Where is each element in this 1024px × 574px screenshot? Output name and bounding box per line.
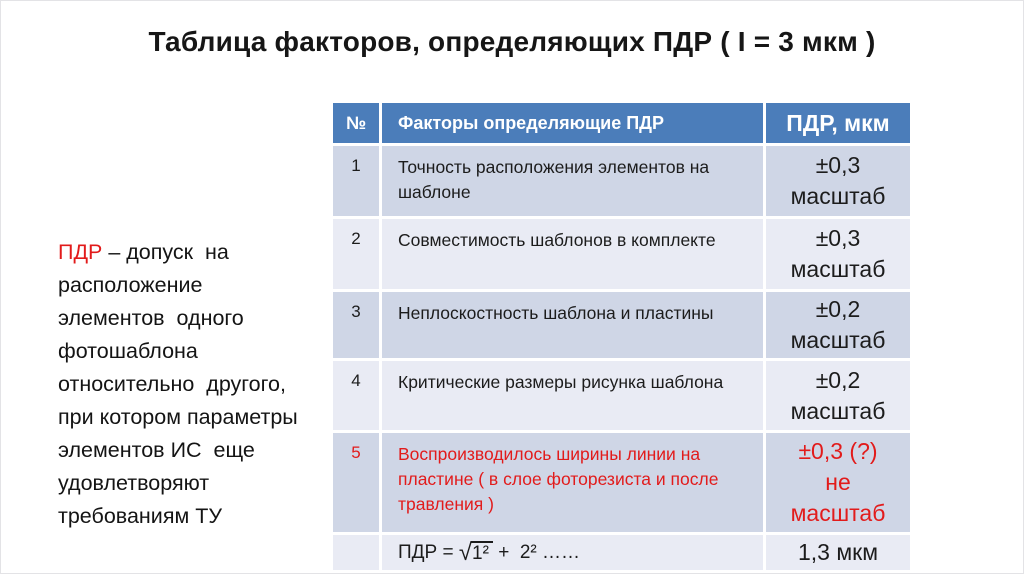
table-row-5-value: ±0,3 (?) не масштаб: [766, 433, 910, 532]
formula-radicand: 1²: [471, 540, 493, 565]
table-row-2-number: 2: [333, 219, 379, 289]
table-row-6-value: 1,3 мкм: [766, 535, 910, 570]
definition-text: ПДР – допуск на расположение элементов о…: [58, 236, 338, 533]
formula-cell: ПДР = √ 1² + 2² ……: [382, 535, 763, 570]
table-row-1-factor: Точность расположения элементов на шабло…: [382, 146, 763, 216]
table-row-2-factor: Совместимость шаблонов в комплекте: [382, 219, 763, 289]
table-row-2-value: ±0,3 масштаб: [766, 219, 910, 289]
table-header-value: ПДР, мкм: [766, 103, 910, 143]
table-row-1-number: 1: [333, 146, 379, 216]
table-header-number: №: [333, 103, 379, 143]
sqrt-symbol: √: [458, 538, 473, 566]
table-row-3-factor: Неплоскостность шаблона и пластины: [382, 292, 763, 358]
factors-table: № Факторы определяющие ПДР ПДР, мкм 1 То…: [333, 103, 910, 570]
formula-prefix: ПДР =: [398, 541, 459, 563]
table-row-4-factor: Критические размеры рисунка шаблона: [382, 361, 763, 430]
table-row-6-number: [333, 535, 379, 570]
table-row-5-factor: Воспроизводилось ширины линии на пластин…: [382, 433, 763, 532]
slide-title: Таблица факторов, определяющих ПДР ( I =…: [148, 26, 876, 57]
definition-body: – допуск на расположение элементов одног…: [58, 240, 298, 528]
table-row-4-value: ±0,2 масштаб: [766, 361, 910, 430]
formula-rest: + 2² ……: [492, 541, 581, 563]
table-row-3-value: ±0,2 масштаб: [766, 292, 910, 358]
definition-term: ПДР: [58, 240, 103, 264]
table-row-3-number: 3: [333, 292, 379, 358]
table-row-4-number: 4: [333, 361, 379, 430]
table-row-1-value: ±0,3 масштаб: [766, 146, 910, 216]
table-row-5-number: 5: [333, 433, 379, 532]
table-header-factor: Факторы определяющие ПДР: [382, 103, 763, 143]
